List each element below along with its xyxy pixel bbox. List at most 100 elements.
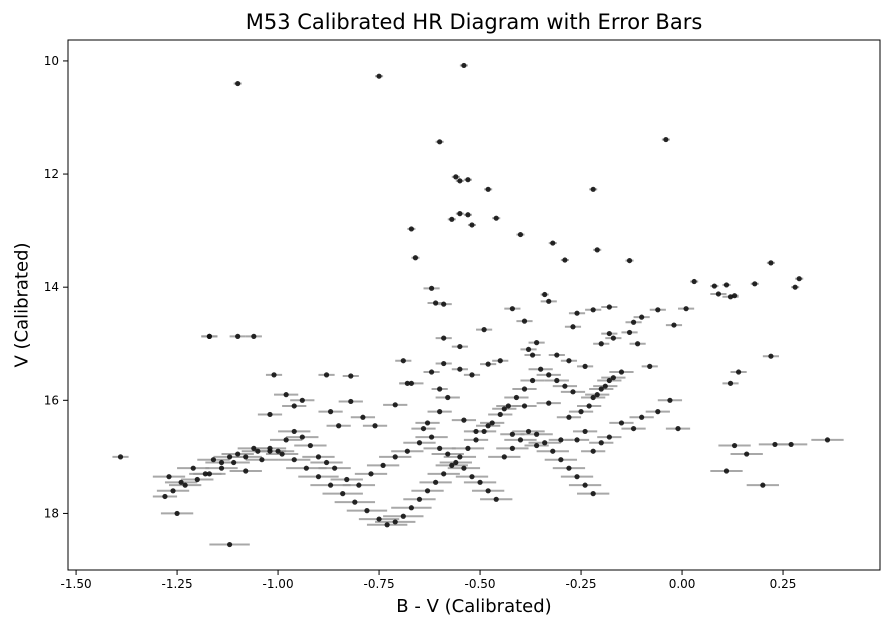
data-point bbox=[392, 519, 398, 525]
data-point bbox=[364, 508, 370, 514]
data-point bbox=[283, 437, 289, 443]
data-point bbox=[538, 366, 544, 372]
data-point bbox=[582, 482, 588, 488]
data-point bbox=[481, 428, 487, 435]
data-point bbox=[647, 363, 653, 369]
y-tick-label: 12 bbox=[44, 167, 59, 181]
data-point bbox=[190, 465, 196, 471]
x-tick-label: 0.25 bbox=[770, 577, 797, 591]
data-point bbox=[420, 425, 427, 432]
data-point bbox=[630, 425, 637, 432]
data-point bbox=[497, 358, 503, 364]
data-point bbox=[485, 423, 491, 429]
data-point bbox=[267, 445, 273, 451]
data-point bbox=[485, 186, 491, 192]
data-point bbox=[162, 493, 168, 500]
data-point bbox=[457, 178, 463, 184]
data-point bbox=[457, 454, 463, 460]
data-point bbox=[772, 441, 778, 448]
data-point bbox=[639, 414, 645, 420]
data-point bbox=[590, 307, 596, 313]
data-point bbox=[307, 442, 313, 449]
data-point bbox=[275, 448, 281, 454]
data-point bbox=[340, 491, 346, 497]
data-point bbox=[606, 304, 612, 310]
data-point bbox=[400, 358, 406, 364]
data-point bbox=[465, 177, 471, 183]
data-point bbox=[655, 409, 661, 415]
data-point bbox=[768, 353, 774, 359]
data-point bbox=[566, 465, 572, 471]
data-point bbox=[493, 215, 499, 221]
data-point bbox=[206, 471, 212, 477]
data-point bbox=[428, 285, 435, 291]
data-point bbox=[489, 420, 495, 426]
data-point bbox=[404, 380, 410, 386]
data-point bbox=[590, 394, 596, 401]
data-point bbox=[824, 437, 831, 443]
data-point bbox=[457, 366, 463, 372]
data-point bbox=[477, 479, 483, 485]
data-point bbox=[752, 281, 758, 287]
data-point bbox=[332, 465, 338, 471]
x-tick-label: -1.50 bbox=[61, 577, 92, 591]
data-point bbox=[279, 451, 285, 457]
data-point bbox=[509, 431, 515, 437]
data-point bbox=[461, 417, 467, 423]
data-point bbox=[792, 284, 798, 290]
y-tick-label: 10 bbox=[44, 54, 59, 68]
x-axis-label: B - V (Calibrated) bbox=[396, 596, 552, 617]
chart-title: M53 Calibrated HR Diagram with Error Bar… bbox=[245, 10, 703, 34]
data-point bbox=[327, 409, 334, 415]
data-point bbox=[626, 257, 633, 264]
x-tick-label: -1.25 bbox=[162, 577, 193, 591]
data-point bbox=[691, 278, 697, 285]
data-point bbox=[683, 306, 689, 312]
data-point bbox=[416, 496, 423, 502]
data-point bbox=[469, 372, 475, 378]
data-point bbox=[469, 222, 475, 228]
data-point bbox=[525, 346, 532, 353]
data-point bbox=[731, 293, 738, 299]
data-point bbox=[497, 411, 503, 418]
data-point bbox=[493, 496, 499, 502]
data-point bbox=[525, 428, 532, 435]
data-point bbox=[380, 462, 386, 468]
data-point bbox=[788, 441, 794, 448]
data-point bbox=[408, 226, 414, 232]
data-point bbox=[606, 377, 612, 384]
data-point bbox=[485, 361, 491, 367]
data-point bbox=[348, 373, 354, 379]
data-point bbox=[327, 482, 334, 488]
data-point bbox=[291, 403, 297, 409]
data-point bbox=[400, 513, 406, 519]
x-tick-label: -0.25 bbox=[566, 577, 597, 591]
data-point bbox=[408, 380, 414, 386]
data-point bbox=[501, 454, 507, 460]
data-point bbox=[529, 377, 536, 384]
data-point bbox=[671, 322, 677, 328]
data-point bbox=[218, 465, 225, 471]
data-point bbox=[243, 454, 249, 460]
data-point bbox=[392, 454, 398, 460]
data-point bbox=[546, 298, 552, 304]
data-point bbox=[570, 389, 576, 395]
data-point bbox=[562, 257, 568, 263]
data-point bbox=[736, 369, 742, 375]
data-point bbox=[299, 434, 305, 440]
data-point bbox=[598, 440, 604, 446]
data-point bbox=[485, 488, 491, 494]
data-point bbox=[513, 394, 520, 401]
data-point bbox=[392, 402, 398, 408]
data-point bbox=[449, 462, 455, 468]
data-point bbox=[546, 372, 552, 378]
data-point bbox=[433, 300, 439, 306]
data-point bbox=[610, 335, 616, 341]
data-point bbox=[554, 352, 560, 358]
data-point bbox=[194, 476, 200, 483]
y-tick-label: 18 bbox=[44, 506, 59, 520]
data-point bbox=[441, 335, 447, 341]
x-tick-label: -0.50 bbox=[465, 577, 496, 591]
data-point bbox=[336, 423, 342, 429]
data-point bbox=[570, 324, 576, 330]
